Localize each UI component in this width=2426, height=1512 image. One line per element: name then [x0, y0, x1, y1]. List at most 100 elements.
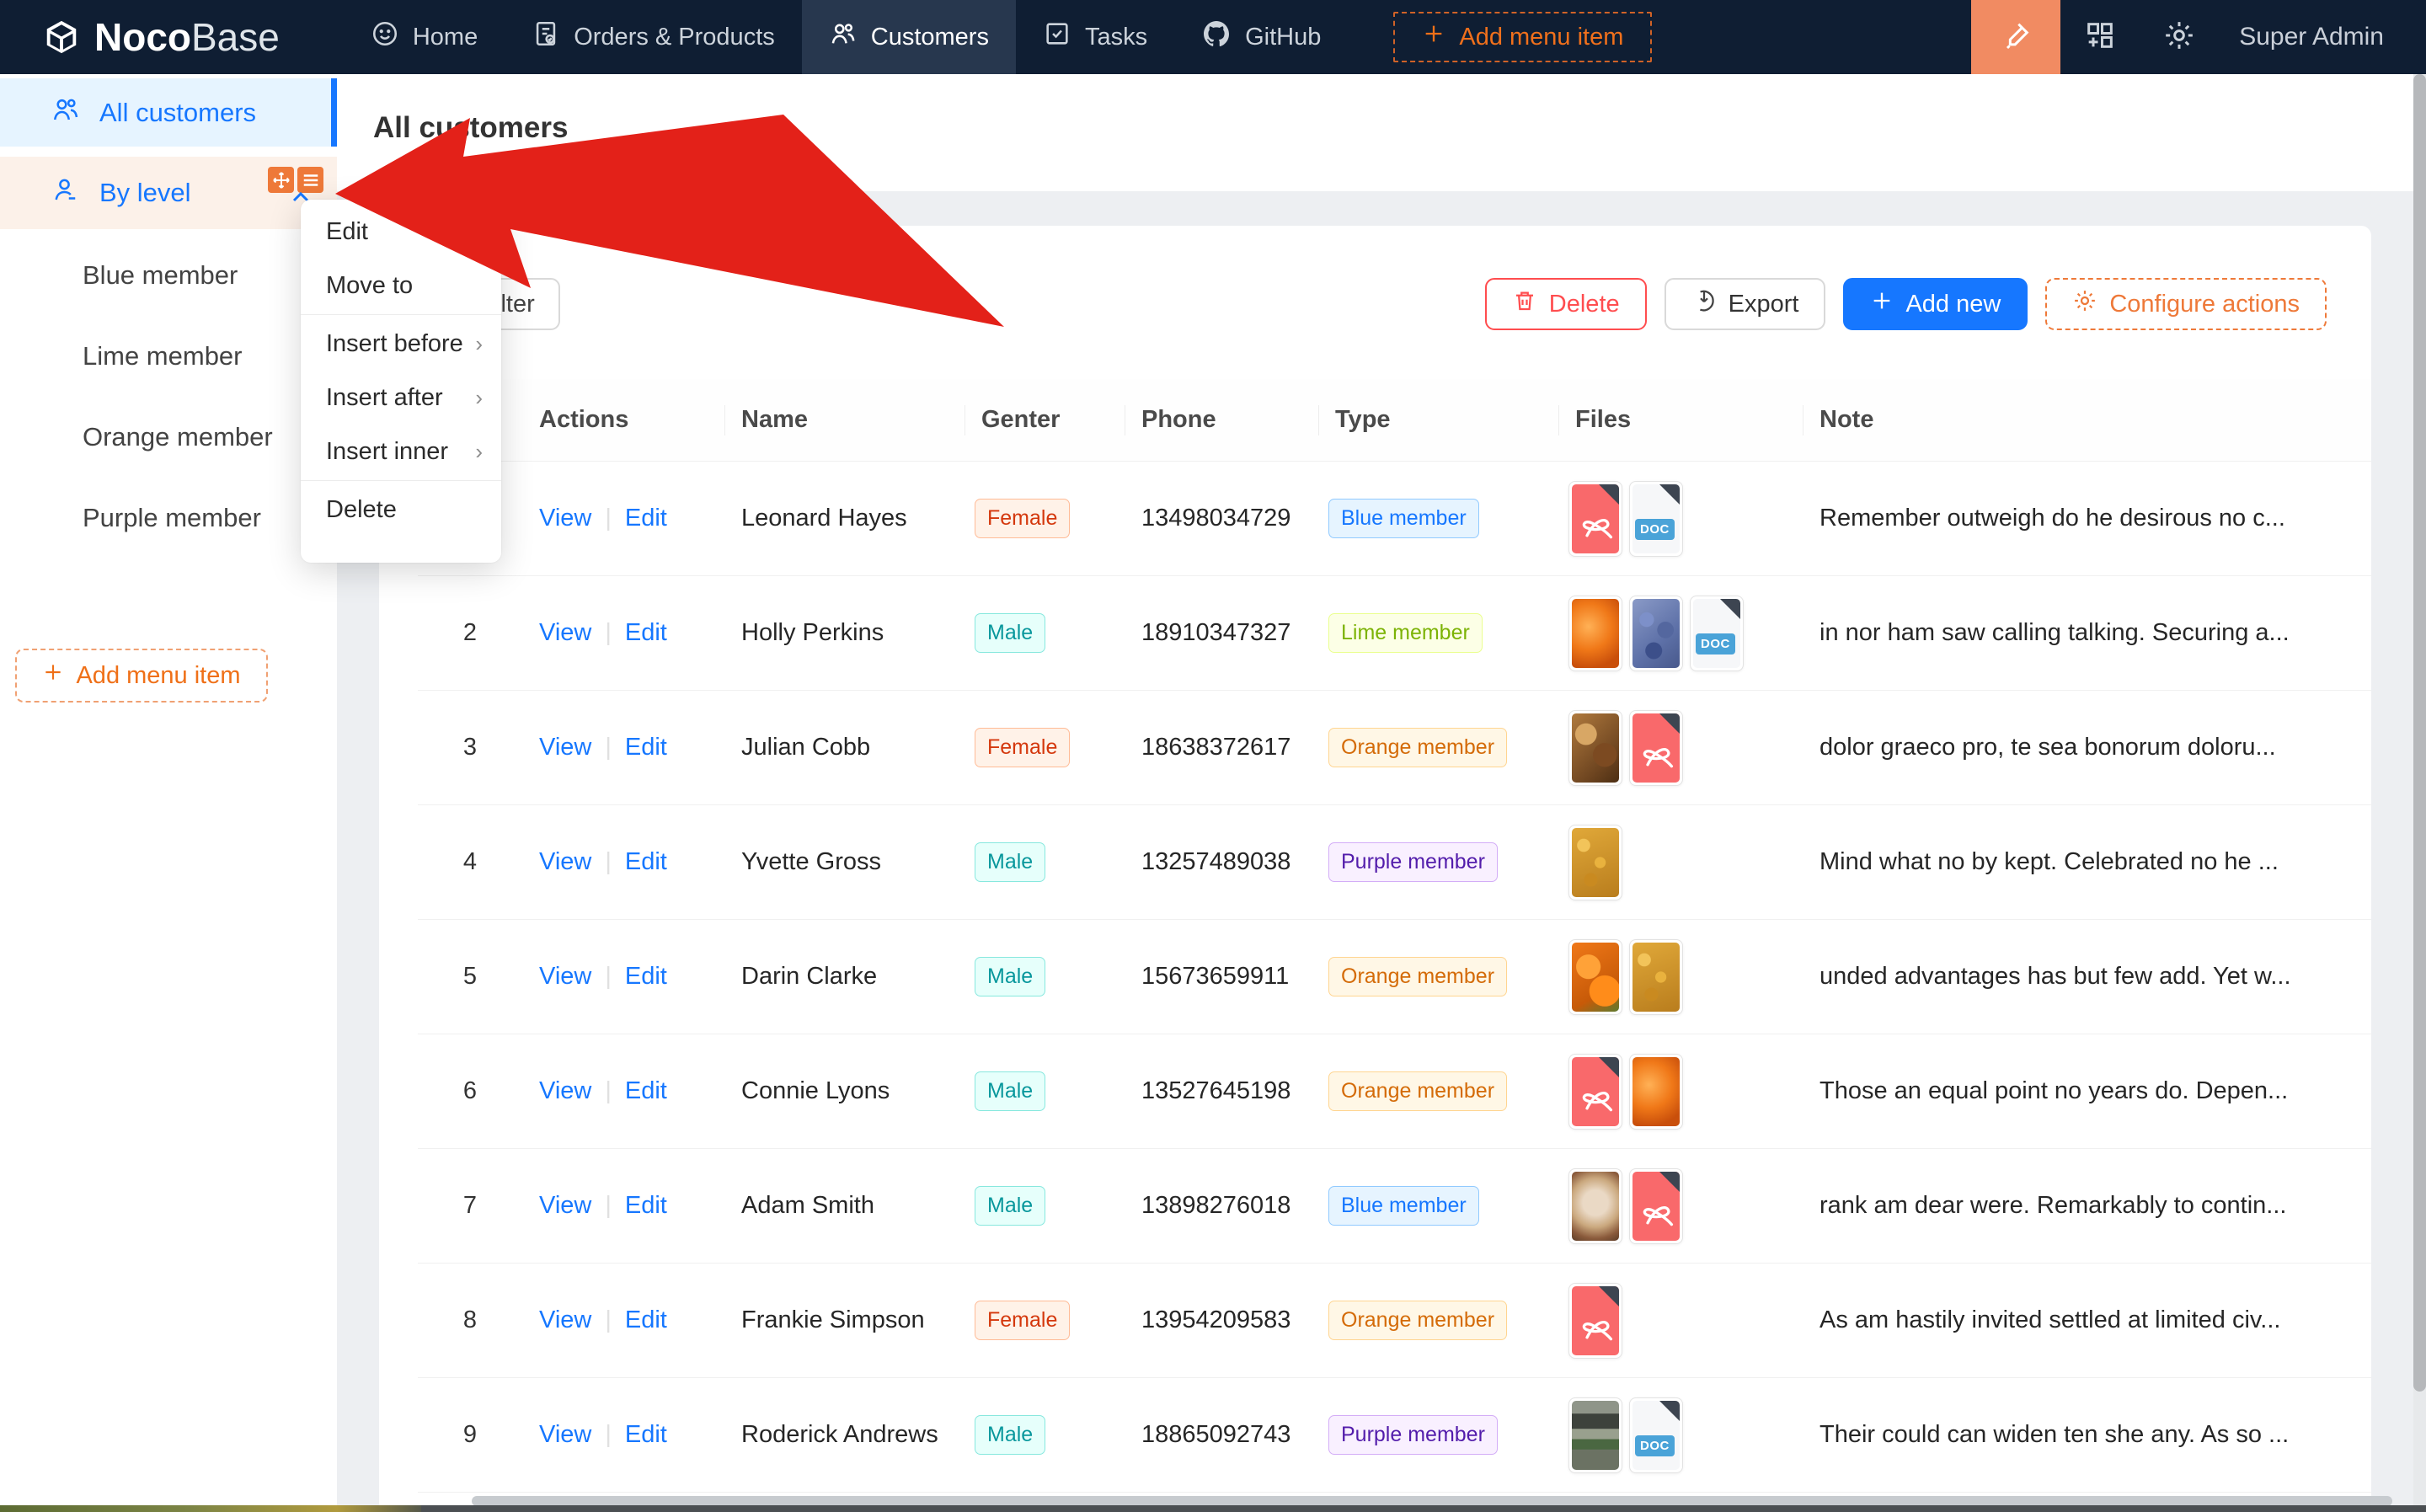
- row-number-cell: 8: [462, 1306, 478, 1333]
- nav-item-label: Orders & Products: [574, 23, 775, 51]
- sidebar-item-blue-member[interactable]: Blue member: [83, 260, 238, 290]
- row-edit-link[interactable]: Edit: [624, 1077, 667, 1104]
- add-new-button[interactable]: Add new: [1843, 278, 2028, 330]
- trash-icon: [1512, 288, 1537, 320]
- sidebar-add-menu-item-button[interactable]: Add menu item: [15, 649, 268, 703]
- user-menu[interactable]: Super Admin: [2239, 23, 2384, 51]
- ui-editor-toggle-button[interactable]: [1971, 0, 2061, 74]
- image-thumbnail-corn[interactable]: [1568, 824, 1622, 900]
- drag-move-button[interactable]: [268, 167, 294, 193]
- column-header-name[interactable]: Name: [724, 402, 965, 439]
- doc-file-icon[interactable]: DOC: [1629, 1397, 1683, 1473]
- table-header-row: Actions Name Genter Phone Type Files Not…: [418, 379, 2371, 462]
- sidebar-item-by-level[interactable]: By level: [0, 157, 337, 229]
- action-separator: |: [605, 619, 612, 646]
- menu-item-insert-after[interactable]: Insert after ›: [326, 383, 483, 411]
- pdf-file-icon[interactable]: [1568, 1053, 1622, 1130]
- row-name-cell: Frankie Simpson: [741, 1306, 925, 1333]
- column-header-actions[interactable]: Actions: [539, 406, 629, 433]
- export-button[interactable]: Export: [1664, 278, 1826, 330]
- menu-item-delete[interactable]: Delete: [326, 495, 397, 523]
- nav-item-orders-products[interactable]: Orders & Products: [505, 0, 802, 74]
- row-view-link[interactable]: View: [539, 734, 592, 761]
- action-separator: |: [605, 1077, 612, 1104]
- nav-item-customers[interactable]: Customers: [801, 0, 1016, 74]
- settings-button[interactable]: [2140, 0, 2219, 74]
- menu-item-insert-inner[interactable]: Insert inner ›: [326, 437, 483, 465]
- row-actions-cell: View | Edit: [522, 848, 724, 876]
- configure-actions-button[interactable]: Configure actions: [2045, 278, 2327, 330]
- row-view-link[interactable]: View: [539, 619, 592, 646]
- image-thumbnail-coffee[interactable]: [1568, 1167, 1622, 1244]
- sidebar-item-all-customers[interactable]: All customers: [0, 78, 337, 147]
- nocobase-logo[interactable]: NocoBase: [0, 14, 310, 60]
- doc-file-icon[interactable]: DOC: [1690, 595, 1744, 671]
- sidebar-item-orange-member[interactable]: Orange member: [83, 422, 273, 451]
- menu-divider: [301, 480, 501, 481]
- row-view-link[interactable]: View: [539, 1306, 592, 1333]
- delete-button[interactable]: Delete: [1484, 278, 1647, 330]
- sidebar-item-purple-member[interactable]: Purple member: [83, 503, 261, 532]
- row-edit-link[interactable]: Edit: [624, 848, 667, 875]
- column-header-genter[interactable]: Genter: [965, 402, 1125, 439]
- image-thumbnail-oranges[interactable]: [1568, 938, 1622, 1015]
- row-view-link[interactable]: View: [539, 963, 592, 990]
- doc-file-icon[interactable]: DOC: [1629, 480, 1683, 557]
- image-thumbnail-persimmon[interactable]: [1629, 1053, 1683, 1130]
- sidebar-item-lime-member[interactable]: Lime member: [83, 341, 243, 371]
- nav-item-home[interactable]: Home: [344, 0, 505, 74]
- menu-item-move-to[interactable]: Move to: [326, 271, 414, 299]
- grid-plus-icon: [2083, 19, 2117, 56]
- pdf-file-icon[interactable]: [1568, 1282, 1622, 1359]
- customers-group-icon: [51, 94, 81, 131]
- row-note-cell: unded advantages has but few add. Yet w.…: [1820, 963, 2291, 990]
- row-view-link[interactable]: View: [539, 505, 592, 532]
- plugin-manager-button[interactable]: [2060, 0, 2140, 74]
- folded-corner: [1659, 1400, 1680, 1421]
- column-header-files[interactable]: Files: [1558, 402, 1803, 439]
- row-view-link[interactable]: View: [539, 1421, 592, 1448]
- row-actions-cell: View | Edit: [522, 1421, 724, 1449]
- row-files-cell: [1558, 1053, 1803, 1130]
- row-edit-link[interactable]: Edit: [624, 1192, 667, 1219]
- row-edit-link[interactable]: Edit: [624, 1306, 667, 1333]
- image-thumbnail-platter[interactable]: [1568, 709, 1622, 786]
- menu-item-edit[interactable]: Edit: [326, 217, 368, 245]
- gender-badge: Male: [975, 957, 1046, 996]
- plus-icon: [42, 661, 64, 690]
- row-view-link[interactable]: View: [539, 1077, 592, 1104]
- row-view-link[interactable]: View: [539, 1192, 592, 1219]
- menu-item-insert-before[interactable]: Insert before ›: [326, 329, 483, 357]
- column-header-phone[interactable]: Phone: [1125, 402, 1318, 439]
- export-download-icon: [1691, 288, 1717, 320]
- menu-options-button[interactable]: [297, 167, 323, 193]
- image-thumbnail-persimmon[interactable]: [1568, 595, 1622, 671]
- nocobase-logo-icon: [46, 20, 77, 54]
- navbar-add-menu-item-button[interactable]: Add menu item: [1393, 12, 1653, 62]
- gear-icon: [2162, 19, 2196, 56]
- horizontal-scrollbar-thumb[interactable]: [472, 1496, 2392, 1506]
- column-header-note[interactable]: Note: [1803, 402, 2371, 439]
- github-icon: [1201, 19, 1232, 56]
- column-header-type[interactable]: Type: [1318, 402, 1558, 439]
- pdf-file-icon[interactable]: [1629, 709, 1683, 786]
- pdf-file-icon[interactable]: [1568, 480, 1622, 557]
- pdf-file-icon[interactable]: [1629, 1167, 1683, 1244]
- table-row: 6 View | Edit Connie Lyons Male 13527645198 Ora…: [418, 1034, 2371, 1149]
- vertical-scrollbar-track[interactable]: [2413, 74, 2426, 1512]
- acrobat-mark-icon: [1582, 1091, 1613, 1111]
- nav-item-tasks[interactable]: Tasks: [1016, 0, 1174, 74]
- nav-item-github[interactable]: GitHub: [1174, 0, 1348, 74]
- row-edit-link[interactable]: Edit: [624, 505, 667, 532]
- doc-chip-label: DOC: [1635, 1435, 1675, 1456]
- row-edit-link[interactable]: Edit: [624, 963, 667, 990]
- image-thumbnail-corn[interactable]: [1629, 938, 1683, 1015]
- row-view-link[interactable]: View: [539, 848, 592, 875]
- gender-badge: Male: [975, 1186, 1046, 1226]
- vertical-scrollbar-thumb[interactable]: [2413, 74, 2426, 1392]
- row-edit-link[interactable]: Edit: [624, 734, 667, 761]
- image-thumbnail-storefront[interactable]: [1568, 1397, 1622, 1473]
- row-edit-link[interactable]: Edit: [624, 619, 667, 646]
- row-edit-link[interactable]: Edit: [624, 1421, 667, 1448]
- image-thumbnail-berries[interactable]: [1629, 595, 1683, 671]
